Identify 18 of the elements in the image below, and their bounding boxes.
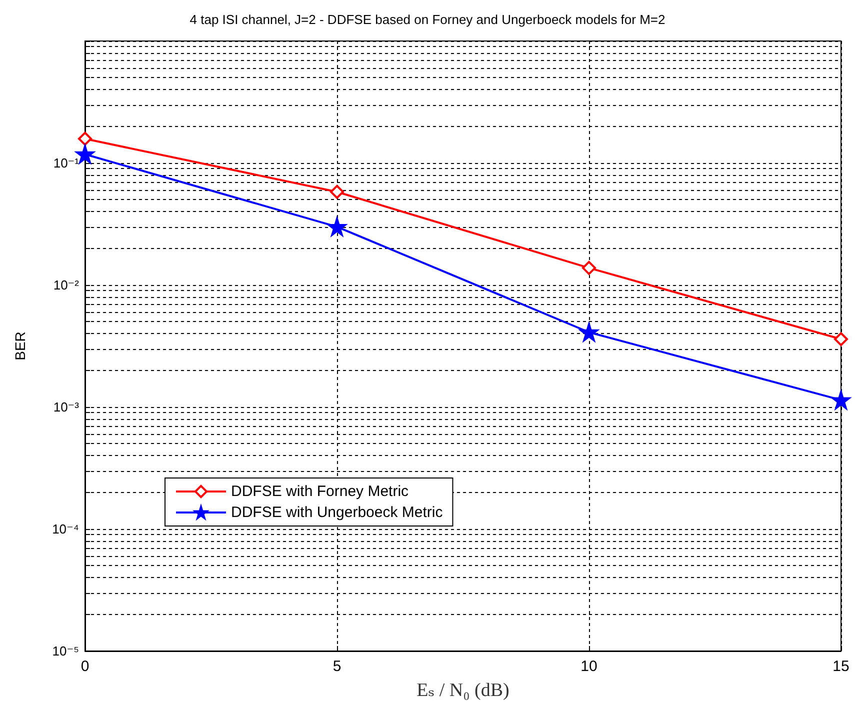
y-tick-label: 10⁻² <box>53 278 80 292</box>
y-tick-label: 10⁻³ <box>53 400 80 414</box>
point <box>834 332 848 346</box>
y-tick-label: 10⁻⁵ <box>52 644 79 658</box>
x-tick-label: 10 <box>580 658 598 675</box>
x-tick-label: 5 <box>332 658 342 675</box>
point <box>78 132 92 146</box>
point <box>582 260 596 275</box>
chart-title: 4 tap ISI channel, J=2 - DDFSE based on Forney and Ungerboeck models for M=2 <box>190 12 666 27</box>
x-tick-label: 0 <box>80 658 90 675</box>
x-tick-label: 15 <box>832 658 850 675</box>
y-tick-label: 10⁻¹ <box>53 156 80 170</box>
y-axis-title: BER <box>12 332 28 360</box>
x-axis-title: Eₛ / N₀ (dB) <box>416 680 510 701</box>
y-tick-label: 10⁻⁴ <box>52 522 79 536</box>
legend-label: DDFSE with Ungerboeck Metric <box>231 504 444 521</box>
legend-label: DDFSE with Forney Metric <box>231 483 410 500</box>
point <box>330 184 344 199</box>
